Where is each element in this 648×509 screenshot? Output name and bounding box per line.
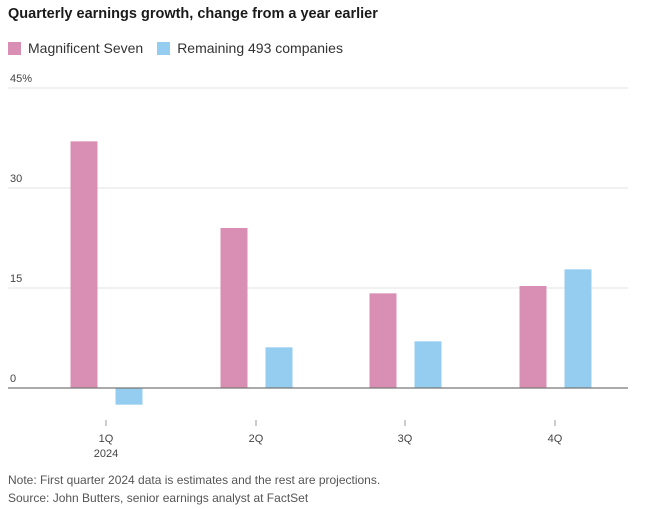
bar-chart: 45% 30 15 0 1Q 2024 2Q 3Q 4Q [8, 73, 628, 460]
x-tick-label: 4Q [548, 433, 563, 445]
legend-swatch-magnificent-seven [8, 41, 21, 55]
note-text: Note: First quarter 2024 data is estimat… [8, 473, 381, 487]
legend-label-magnificent-seven: Magnificent Seven [28, 40, 144, 56]
bar-remaining-493-4q [564, 269, 592, 388]
y-tick-label: 30 [10, 173, 22, 185]
y-tick-label: 45% [10, 73, 32, 85]
chart-title: Quarterly earnings growth, change from a… [8, 6, 378, 22]
legend-item-remaining-493: Remaining 493 companies [157, 40, 343, 56]
bar-remaining-493-2q [265, 347, 293, 388]
bar-remaining-493-1q [115, 388, 143, 405]
legend-swatch-remaining-493 [157, 41, 171, 55]
bar-magnificent-seven-4q [519, 286, 547, 388]
bar-magnificent-seven-3q [369, 293, 397, 388]
y-tick-label: 15 [10, 273, 22, 285]
x-tick-label: 2Q [249, 433, 264, 445]
legend-label-remaining-493: Remaining 493 companies [177, 40, 343, 56]
x-tick-label: 1Q [99, 433, 114, 445]
bar-magnificent-seven-2q [220, 228, 248, 388]
bar-remaining-493-3q [414, 341, 442, 388]
chart-legend: Magnificent Seven Remaining 493 companie… [8, 40, 357, 56]
x-tick-label: 3Q [398, 433, 413, 445]
x-tick-sublabel: 2024 [94, 448, 118, 460]
bar-magnificent-seven-1q [70, 141, 98, 388]
chart-notes: Note: First quarter 2024 data is estimat… [8, 471, 380, 507]
source-text: Source: John Butters, senior earnings an… [8, 491, 309, 505]
legend-item-magnificent-seven: Magnificent Seven [8, 40, 143, 56]
y-tick-label: 0 [10, 373, 16, 385]
